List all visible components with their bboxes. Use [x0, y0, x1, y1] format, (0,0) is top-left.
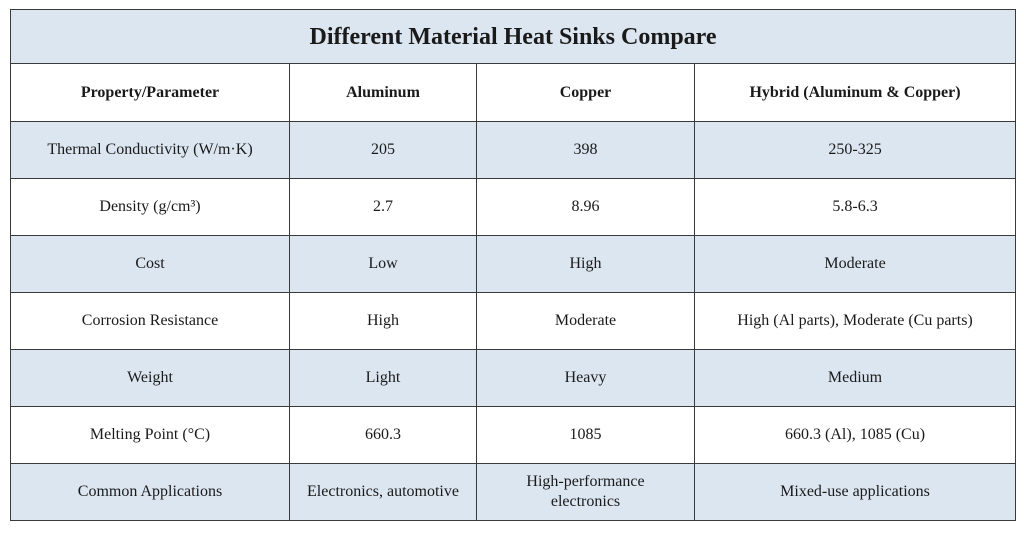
- row-label: Cost: [10, 235, 290, 293]
- row-label: Thermal Conductivity (W/m·K): [10, 121, 290, 179]
- cell-hybrid: Moderate: [693, 235, 1017, 293]
- cell-copper: Heavy: [476, 349, 695, 407]
- row-label: Weight: [10, 349, 290, 407]
- row-label: Corrosion Resistance: [10, 292, 290, 350]
- comparison-table: Different Material Heat Sinks Compare Pr…: [9, 9, 1017, 521]
- header-copper: Copper: [476, 63, 695, 122]
- cell-hybrid: Mixed-use applications: [693, 463, 1017, 521]
- table-row: Common Applications Electronics, automot…: [10, 463, 1017, 521]
- cell-copper: Moderate: [476, 292, 695, 350]
- cell-copper: 8.96: [476, 178, 695, 236]
- cell-hybrid: High (Al parts), Moderate (Cu parts): [693, 292, 1017, 350]
- header-row: Property/Parameter Aluminum Copper Hybri…: [10, 63, 1017, 122]
- title-row: Different Material Heat Sinks Compare: [9, 9, 1017, 64]
- row-label: Melting Point (°C): [10, 406, 290, 464]
- table-row: Cost Low High Moderate: [10, 235, 1017, 293]
- table-row: Density (g/cm³) 2.7 8.96 5.8-6.3: [10, 178, 1017, 236]
- row-label: Common Applications: [10, 463, 290, 521]
- cell-copper: High-performance electronics: [476, 463, 695, 521]
- cell-aluminum: High: [289, 292, 477, 350]
- table-title: Different Material Heat Sinks Compare: [9, 9, 1017, 64]
- cell-copper: 398: [476, 121, 695, 179]
- header-hybrid: Hybrid (Aluminum & Copper): [693, 63, 1017, 122]
- cell-aluminum: 660.3: [289, 406, 477, 464]
- header-property: Property/Parameter: [10, 63, 290, 122]
- cell-hybrid: 660.3 (Al), 1085 (Cu): [693, 406, 1017, 464]
- cell-aluminum: Electronics, automotive: [289, 463, 477, 521]
- cell-hybrid: Medium: [693, 349, 1017, 407]
- table-row: Corrosion Resistance High Moderate High …: [10, 292, 1017, 350]
- cell-aluminum: Low: [289, 235, 477, 293]
- table-row: Melting Point (°C) 660.3 1085 660.3 (Al)…: [10, 406, 1017, 464]
- cell-aluminum: 2.7: [289, 178, 477, 236]
- table-row: Weight Light Heavy Medium: [10, 349, 1017, 407]
- row-label: Density (g/cm³): [10, 178, 290, 236]
- cell-hybrid: 5.8-6.3: [693, 178, 1017, 236]
- cell-copper: High: [476, 235, 695, 293]
- cell-aluminum: 205: [289, 121, 477, 179]
- cell-copper: 1085: [476, 406, 695, 464]
- table-row: Thermal Conductivity (W/m·K) 205 398 250…: [10, 121, 1017, 179]
- header-aluminum: Aluminum: [289, 63, 477, 122]
- cell-hybrid: 250-325: [693, 121, 1017, 179]
- cell-aluminum: Light: [289, 349, 477, 407]
